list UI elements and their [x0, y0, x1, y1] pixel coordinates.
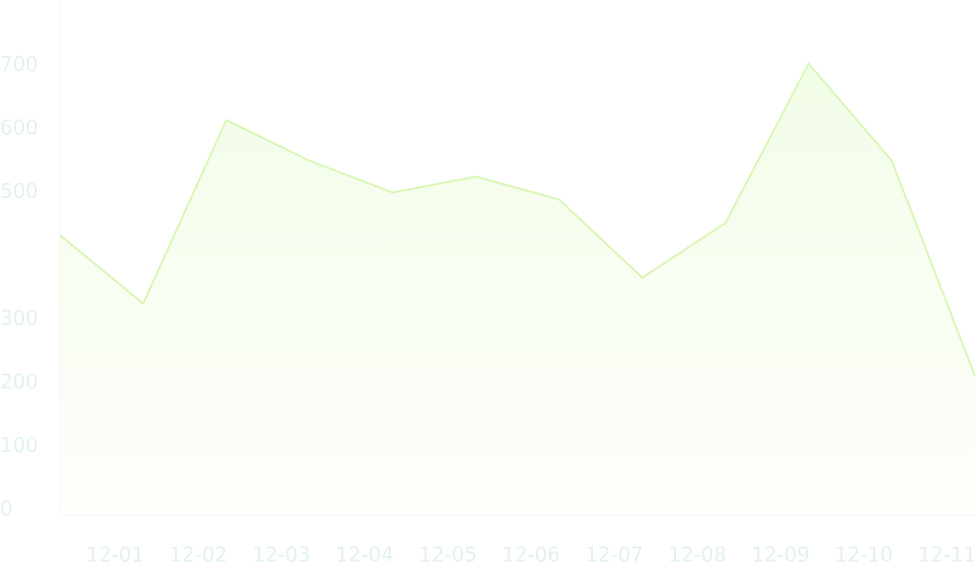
x-tick-label: 12-01 — [86, 543, 144, 567]
y-tick-label: 100 — [0, 433, 38, 457]
x-tick-label: 12-03 — [252, 543, 310, 567]
x-tick-label: 12-07 — [585, 543, 643, 567]
x-tick-label: 12-08 — [668, 543, 726, 567]
x-tick-label: 12-02 — [169, 543, 227, 567]
x-tick-label: 12-06 — [502, 543, 560, 567]
area-line — [59, 61, 976, 377]
area-fill — [60, 63, 975, 510]
y-tick-label: 200 — [0, 370, 38, 394]
y-tick-label: 300 — [0, 306, 38, 330]
y-tick-label: 700 — [0, 52, 38, 76]
y-tick-label: 600 — [0, 116, 38, 140]
x-tick-label: 12-10 — [835, 543, 893, 567]
y-tick-label: 0 — [0, 497, 13, 521]
x-tick-label: 12-11 — [918, 543, 976, 567]
x-tick-label: 12-09 — [752, 543, 810, 567]
y-tick-label: 500 — [0, 179, 38, 203]
x-tick-label: 12-04 — [336, 543, 394, 567]
x-tick-label: 12-05 — [419, 543, 477, 567]
